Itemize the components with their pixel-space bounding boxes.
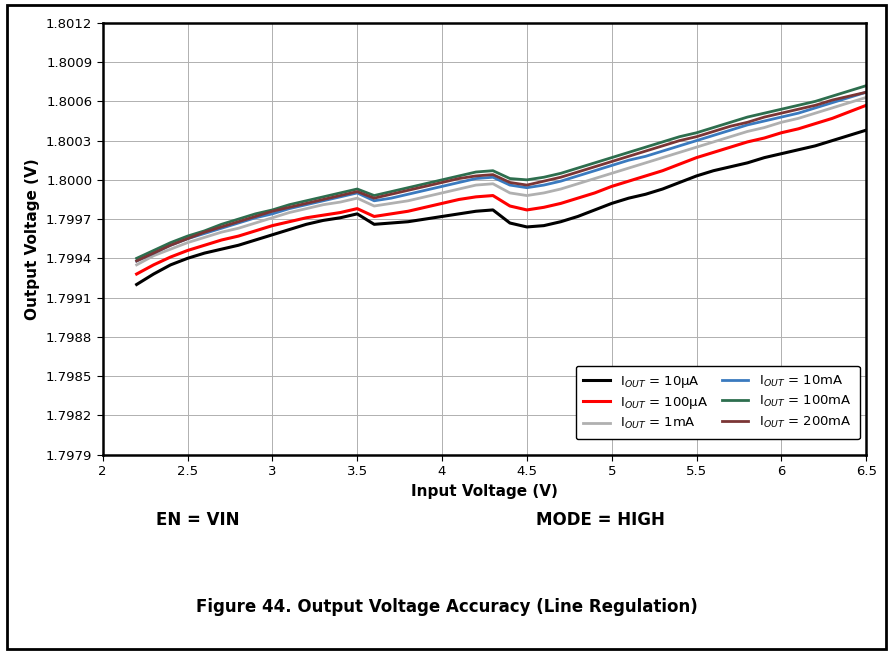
Text: Figure 44. Output Voltage Accuracy (Line Regulation): Figure 44. Output Voltage Accuracy (Line… <box>196 598 697 616</box>
Text: MODE = HIGH: MODE = HIGH <box>536 511 664 529</box>
Text: EN = VIN: EN = VIN <box>156 511 240 529</box>
X-axis label: Input Voltage (V): Input Voltage (V) <box>411 483 558 498</box>
Y-axis label: Output Voltage (V): Output Voltage (V) <box>25 158 40 320</box>
Legend: I$_{OUT}$ = 10μA, I$_{OUT}$ = 100μA, I$_{OUT}$ = 1mA, I$_{OUT}$ = 10mA, I$_{OUT}: I$_{OUT}$ = 10μA, I$_{OUT}$ = 100μA, I$_… <box>576 366 860 439</box>
